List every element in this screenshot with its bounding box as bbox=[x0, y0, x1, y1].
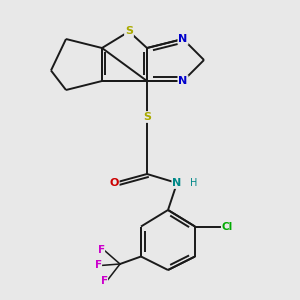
Text: S: S bbox=[143, 112, 151, 122]
Text: S: S bbox=[125, 26, 133, 37]
Text: Cl: Cl bbox=[221, 221, 233, 232]
Text: N: N bbox=[172, 178, 182, 188]
Text: F: F bbox=[94, 260, 102, 271]
Text: O: O bbox=[109, 178, 119, 188]
Text: F: F bbox=[100, 276, 108, 286]
Text: N: N bbox=[178, 76, 188, 86]
Text: H: H bbox=[190, 178, 197, 188]
Text: F: F bbox=[98, 244, 105, 255]
Text: N: N bbox=[178, 34, 188, 44]
